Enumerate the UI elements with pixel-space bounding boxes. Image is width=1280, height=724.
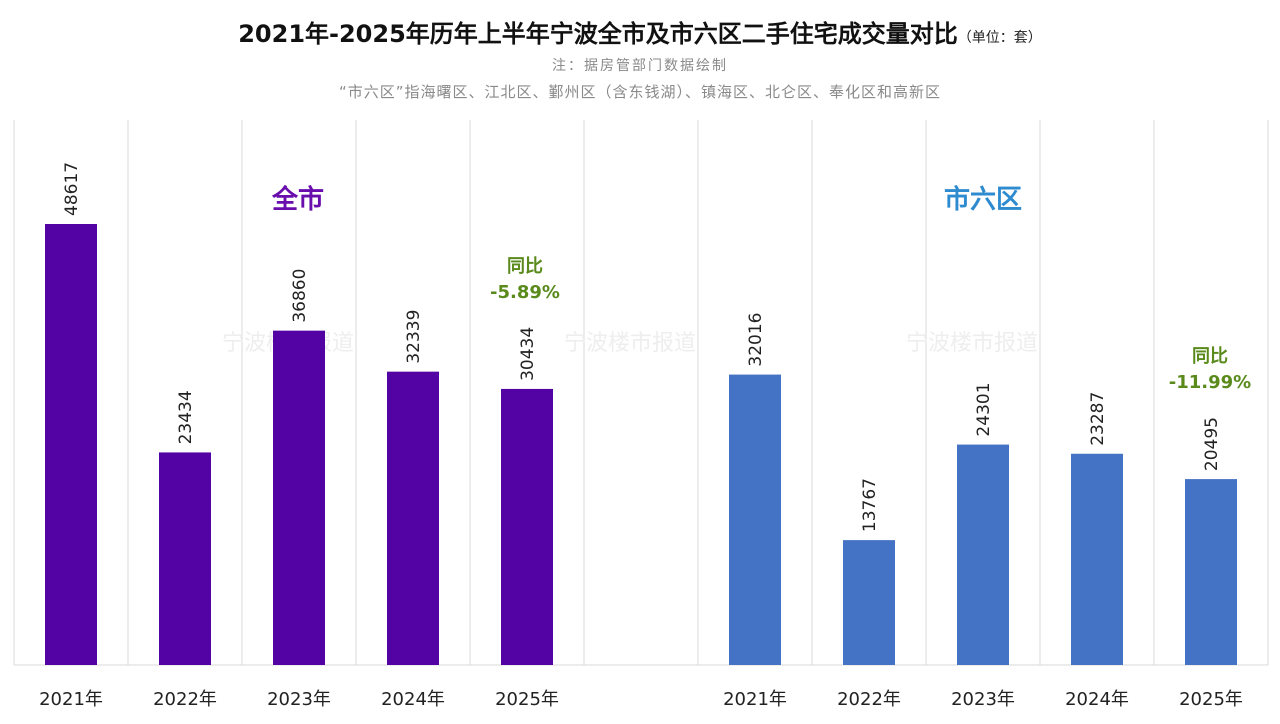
x-tick-label: 2021年 [723,689,787,710]
chart-unit: （单位：套） [957,30,1042,46]
x-tick-label: 2023年 [267,689,331,710]
data-label: 48617 [62,162,82,216]
data-label: 24301 [974,382,994,436]
x-tick-label: 2022年 [153,689,217,710]
bar [1071,453,1123,665]
chart-title: 2021年-2025年历年上半年宁波全市及市六区二手住宅成交量对比（单位：套） [0,14,1280,49]
data-label: 23287 [1088,392,1108,446]
bar [957,444,1009,665]
x-tick-label: 2024年 [1065,689,1129,710]
chart-note-districts: “市六区”指海曙区、江北区、鄞州区（含东钱湖）、镇海区、北仑区、奉化区和高新区 [338,83,942,101]
x-tick-label: 2024年 [381,689,445,710]
x-tick-label: 2021年 [39,689,103,710]
bar [843,540,895,665]
data-label: 36860 [290,269,310,323]
data-label: 30434 [518,327,538,381]
bar [729,374,781,665]
yoy-value: -5.89% [490,282,560,303]
bar [159,452,211,665]
bar [45,224,97,665]
chart-note-source: 注：据房管部门数据绘制 [552,58,728,74]
data-label: 23434 [176,390,196,444]
watermark-text: 宁波楼市报道 [906,331,1038,356]
data-label: 13767 [860,478,880,532]
group-label: 市六区 [944,184,1022,215]
group-label: 全市 [271,184,324,215]
chart-title-main: 2021年-2025年历年上半年宁波全市及市六区二手住宅成交量对比 [238,20,958,48]
bar [1185,479,1237,665]
x-tick-label: 2025年 [495,689,559,710]
x-tick-label: 2023年 [951,689,1015,710]
yoy-value: -11.99% [1169,372,1251,393]
watermark-text: 宁波楼市报道 [564,331,696,356]
yoy-label: 同比 [1192,346,1228,367]
bar [387,371,439,665]
bar [501,388,553,665]
bar [273,330,325,665]
x-tick-label: 2025年 [1179,689,1243,710]
x-tick-label: 2022年 [837,689,901,710]
yoy-label: 同比 [507,256,543,277]
data-label: 20495 [1202,417,1222,471]
data-label: 32016 [746,312,766,366]
data-label: 32339 [404,310,424,364]
